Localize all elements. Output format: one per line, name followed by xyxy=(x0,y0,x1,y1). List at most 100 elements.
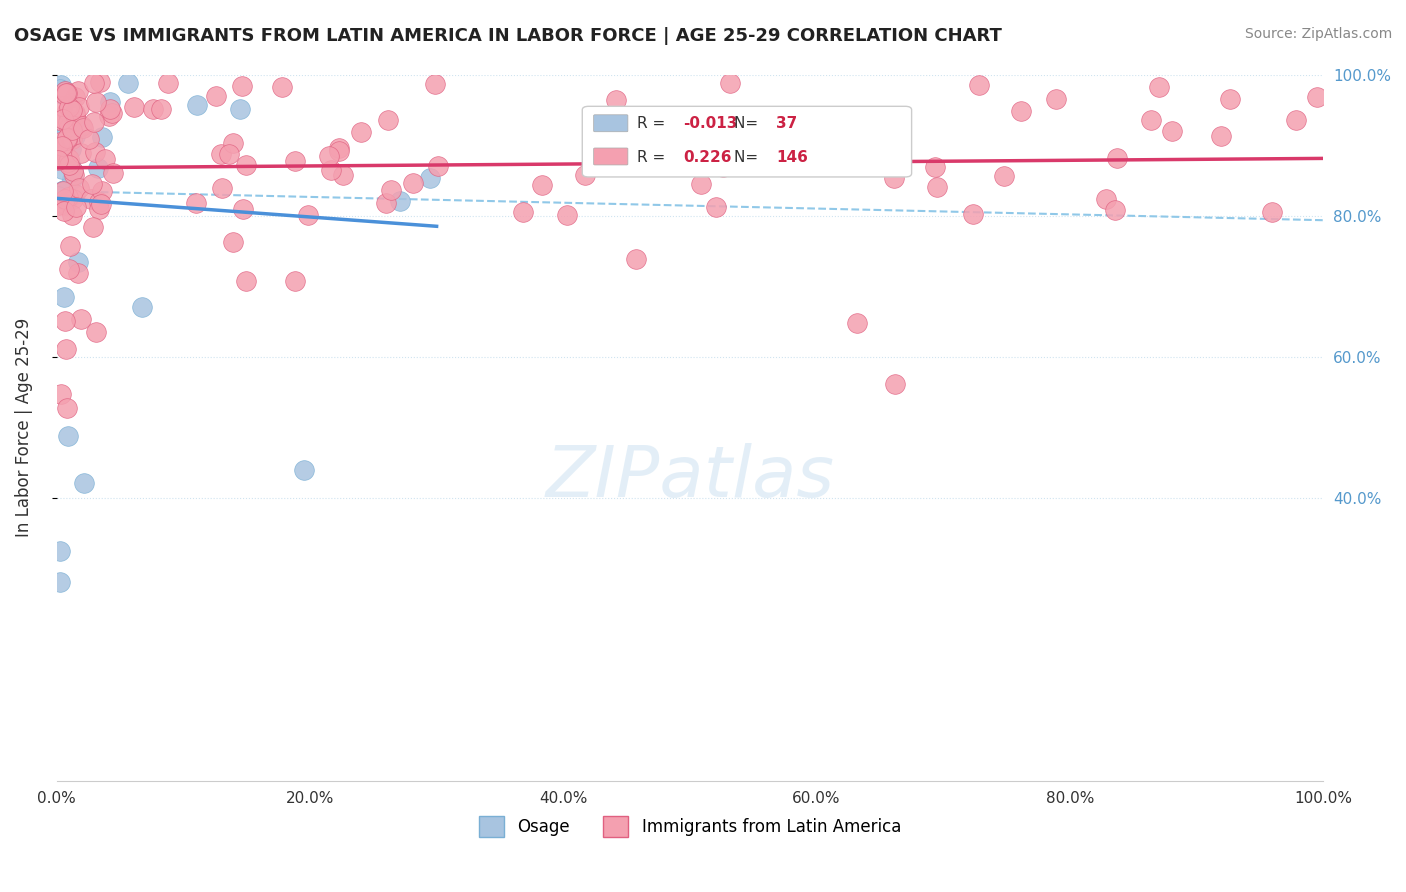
Point xyxy=(53,193,76,207)
Point xyxy=(72,121,94,136)
Point xyxy=(211,181,233,195)
Point xyxy=(58,100,80,114)
Point xyxy=(89,75,111,89)
Point xyxy=(73,475,96,490)
Point xyxy=(284,274,307,288)
Point xyxy=(53,84,76,98)
Text: ZIPatlas: ZIPatlas xyxy=(546,442,834,512)
Text: Source: ZipAtlas.com: Source: ZipAtlas.com xyxy=(1244,27,1392,41)
Point xyxy=(55,194,77,208)
Point xyxy=(205,88,228,103)
Point xyxy=(100,95,122,110)
Point xyxy=(70,119,93,133)
Point xyxy=(59,239,82,253)
Point xyxy=(51,98,73,112)
Point xyxy=(58,262,80,277)
Point xyxy=(218,146,240,161)
Point xyxy=(319,163,342,178)
Text: R =: R = xyxy=(637,150,669,165)
Point xyxy=(58,120,80,134)
FancyBboxPatch shape xyxy=(582,106,911,177)
Point xyxy=(150,102,173,116)
Point xyxy=(87,194,110,209)
Point xyxy=(84,326,107,340)
Point xyxy=(186,195,208,210)
Text: -0.013: -0.013 xyxy=(683,117,738,131)
Point xyxy=(51,387,73,401)
Point xyxy=(231,78,253,93)
Point xyxy=(59,96,82,111)
FancyBboxPatch shape xyxy=(593,115,628,132)
Point xyxy=(56,103,79,118)
Point xyxy=(962,207,984,221)
Point xyxy=(70,311,93,326)
Text: 37: 37 xyxy=(776,117,797,131)
Legend: Osage, Immigrants from Latin America: Osage, Immigrants from Latin America xyxy=(472,810,908,843)
Point xyxy=(718,76,741,90)
Point xyxy=(294,463,316,477)
Point xyxy=(706,200,728,214)
Point xyxy=(97,109,120,123)
Point xyxy=(63,89,86,103)
Point xyxy=(427,159,450,173)
Point xyxy=(512,205,534,219)
Point xyxy=(56,133,79,147)
Point xyxy=(1107,151,1129,165)
Text: 0.226: 0.226 xyxy=(683,150,733,165)
Point xyxy=(67,84,90,98)
Point xyxy=(58,158,80,172)
Point xyxy=(67,181,90,195)
Point xyxy=(56,115,79,129)
Point xyxy=(65,106,87,120)
Point xyxy=(1045,92,1067,106)
Point xyxy=(82,219,104,234)
Point xyxy=(1095,192,1118,206)
Point xyxy=(63,128,86,143)
Point xyxy=(83,76,105,90)
Point xyxy=(90,196,112,211)
Point xyxy=(51,113,73,128)
Point xyxy=(55,342,77,356)
Point xyxy=(53,198,76,212)
Point xyxy=(63,108,86,122)
Point xyxy=(59,142,82,156)
Point xyxy=(53,87,76,101)
Point xyxy=(845,316,868,330)
Point xyxy=(63,108,86,122)
Point xyxy=(834,137,856,152)
Point xyxy=(235,274,257,288)
Point xyxy=(53,290,76,304)
Point xyxy=(186,98,208,112)
Point xyxy=(993,169,1015,184)
Point xyxy=(56,401,79,415)
Point xyxy=(60,123,83,137)
Point xyxy=(328,141,350,155)
Point xyxy=(605,93,627,107)
Point xyxy=(62,192,84,206)
Text: 146: 146 xyxy=(776,150,808,165)
Point xyxy=(60,103,83,117)
Point xyxy=(60,132,83,146)
Point xyxy=(380,183,402,197)
Point xyxy=(51,148,73,162)
Point xyxy=(77,132,100,146)
Point xyxy=(884,376,907,391)
Point xyxy=(83,145,105,160)
Text: N=: N= xyxy=(734,117,763,131)
Point xyxy=(423,77,446,91)
Text: N=: N= xyxy=(734,150,763,165)
Point xyxy=(49,197,72,211)
Point xyxy=(598,141,620,155)
Point xyxy=(83,115,105,129)
Point xyxy=(318,149,340,163)
Point xyxy=(48,189,70,203)
Point xyxy=(80,193,103,207)
Point xyxy=(51,162,73,177)
Point xyxy=(53,313,76,327)
Point xyxy=(65,200,87,214)
Point xyxy=(271,79,294,94)
Point xyxy=(117,76,139,90)
Point xyxy=(689,123,711,137)
Point xyxy=(49,78,72,93)
Point xyxy=(90,129,112,144)
